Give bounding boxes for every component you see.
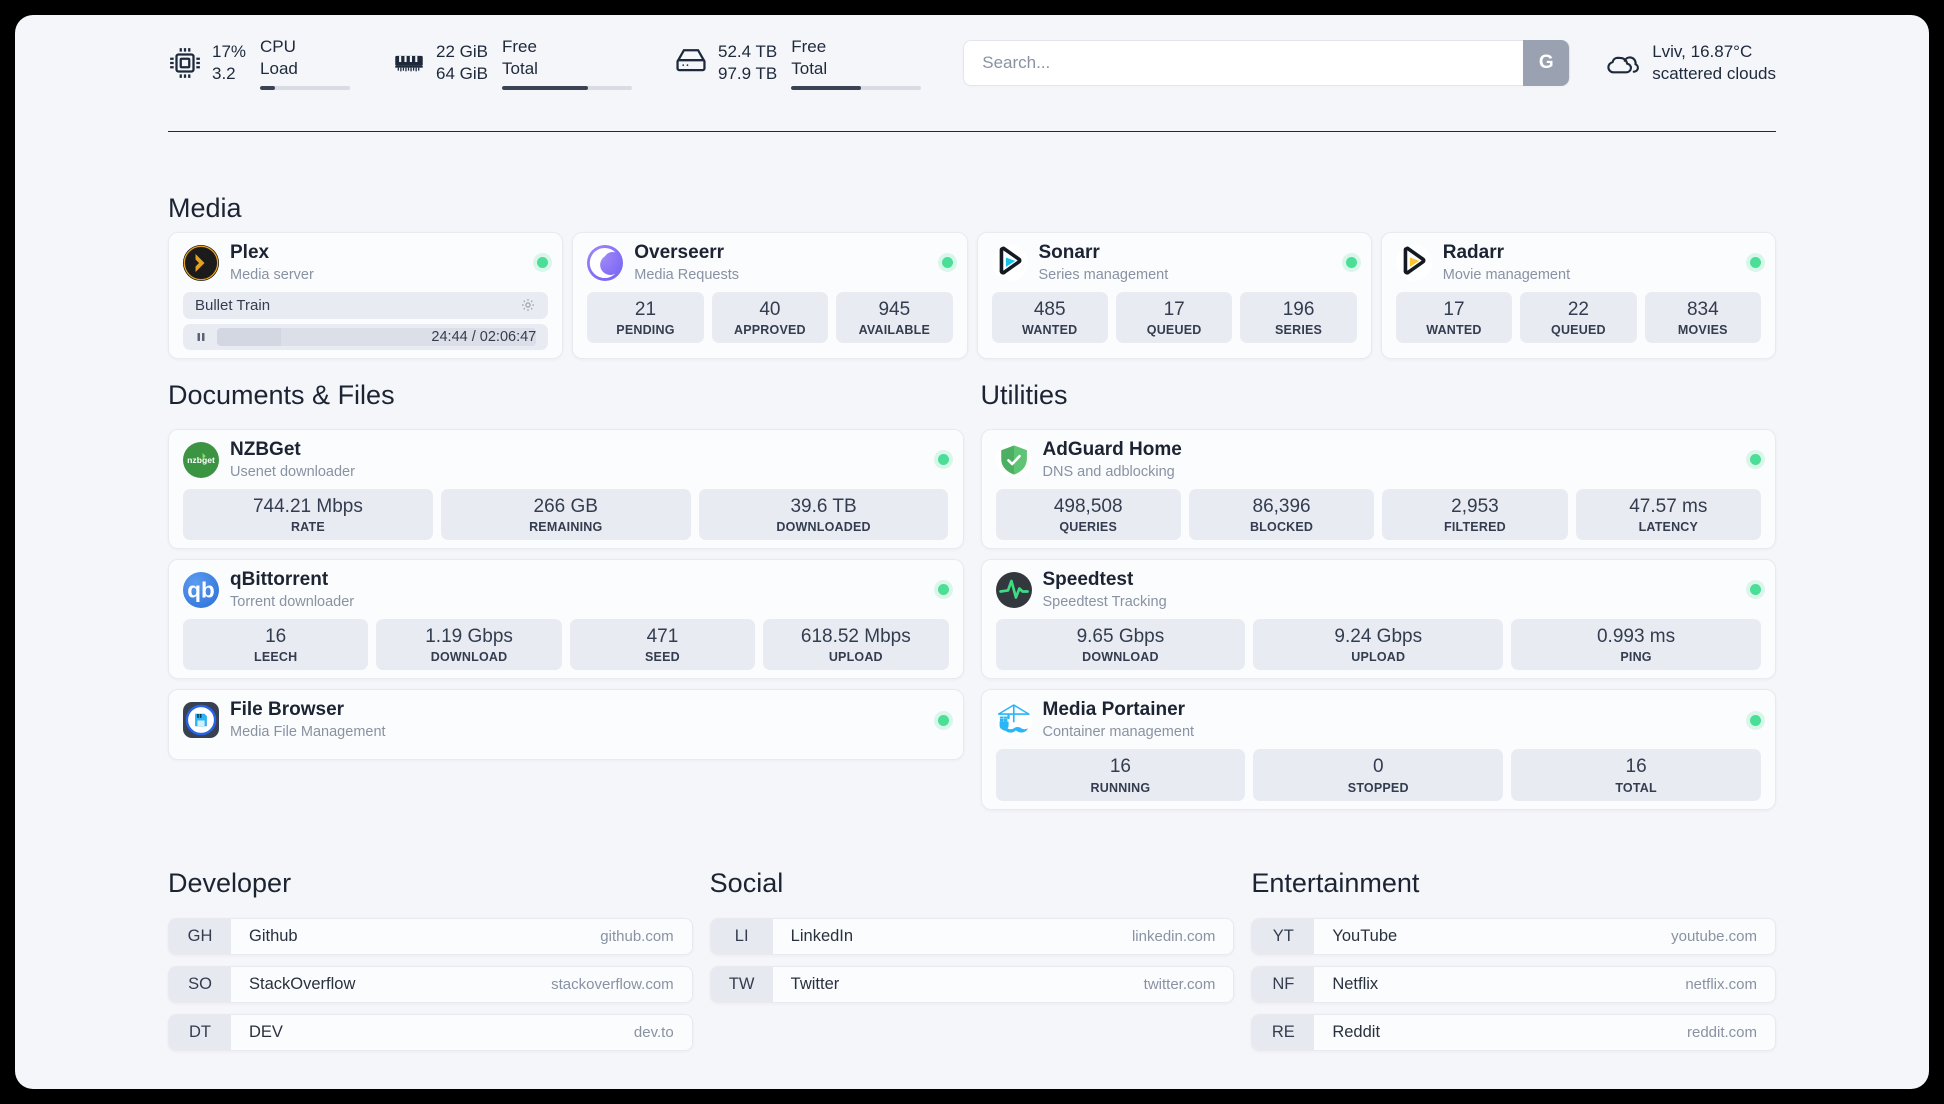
svg-text:nzbget: nzbget: [187, 455, 215, 465]
svg-text:qb: qb: [187, 577, 215, 602]
